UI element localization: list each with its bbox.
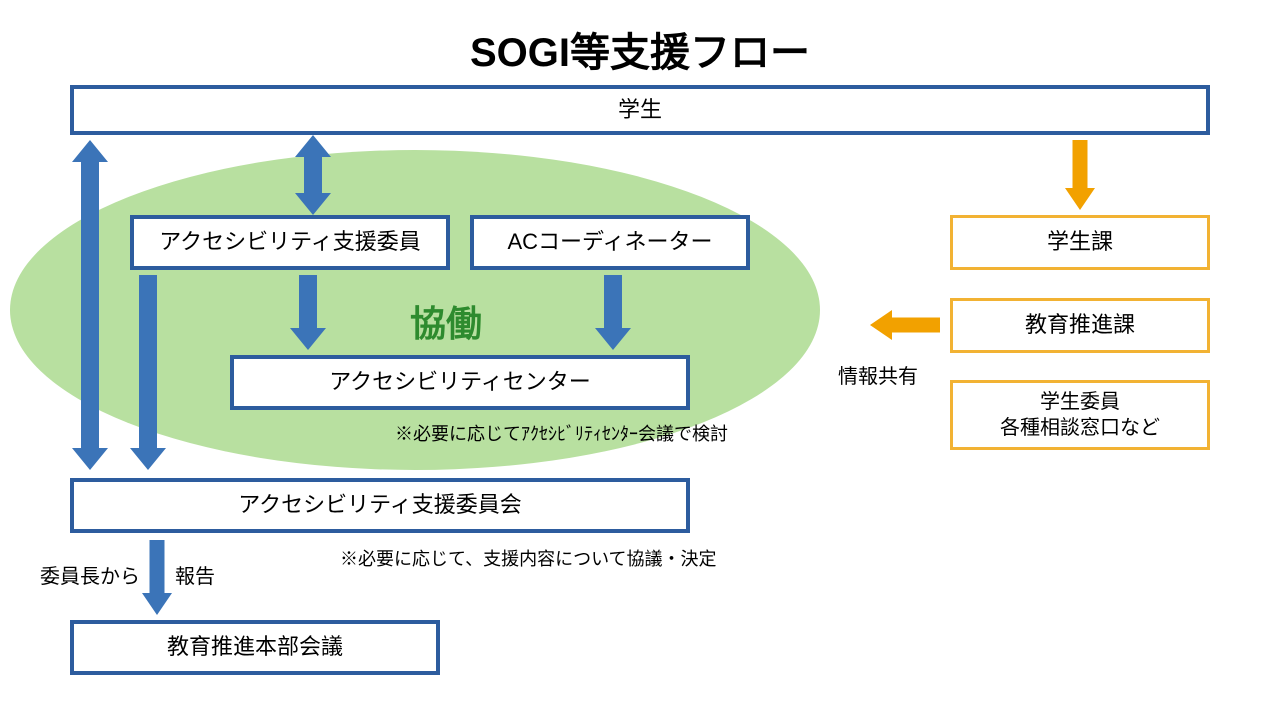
arrow-student-shien-double xyxy=(295,135,331,215)
label-kyodo: 協働 xyxy=(410,295,482,347)
label-iincho1: 委員長から xyxy=(40,560,140,589)
node-shien_iin: アクセシビリティ支援委員 xyxy=(130,215,450,270)
node-ac_center: アクセシビリティセンター xyxy=(230,355,690,410)
arrow-yellow-left xyxy=(870,310,940,340)
node-shien_iinkai: アクセシビリティ支援委員会 xyxy=(70,478,690,533)
arrow-coord-center xyxy=(595,275,631,350)
node-gakusei_iin: 学生委員 各種相談窓口など xyxy=(950,380,1210,450)
node-kyoiku_honbu: 教育推進本部会議 xyxy=(70,620,440,675)
node-ac_coord: ACコーディネーター xyxy=(470,215,750,270)
node-kyoiku_ka: 教育推進課 xyxy=(950,298,1210,353)
label-note2: ※必要に応じて、支援内容について協議・決定 xyxy=(340,545,717,571)
node-student: 学生 xyxy=(70,85,1210,135)
page-title: SOGI等支援フロー xyxy=(0,20,1280,78)
arrow-iinkai-honbu xyxy=(142,540,172,615)
label-iincho2: 報告 xyxy=(175,560,215,589)
label-note1: ※必要に応じてｱｸｾｼﾋﾞﾘﾃｨｾﾝﾀｰ会議で検討 xyxy=(395,420,728,446)
label-johokyo: 情報共有 xyxy=(838,360,918,389)
node-gakuseika: 学生課 xyxy=(950,215,1210,270)
arrow-student-gakuseika xyxy=(1065,140,1095,210)
arrow-shien-down xyxy=(130,275,166,470)
arrow-left-double xyxy=(72,140,108,470)
arrow-shien-center xyxy=(290,275,326,350)
